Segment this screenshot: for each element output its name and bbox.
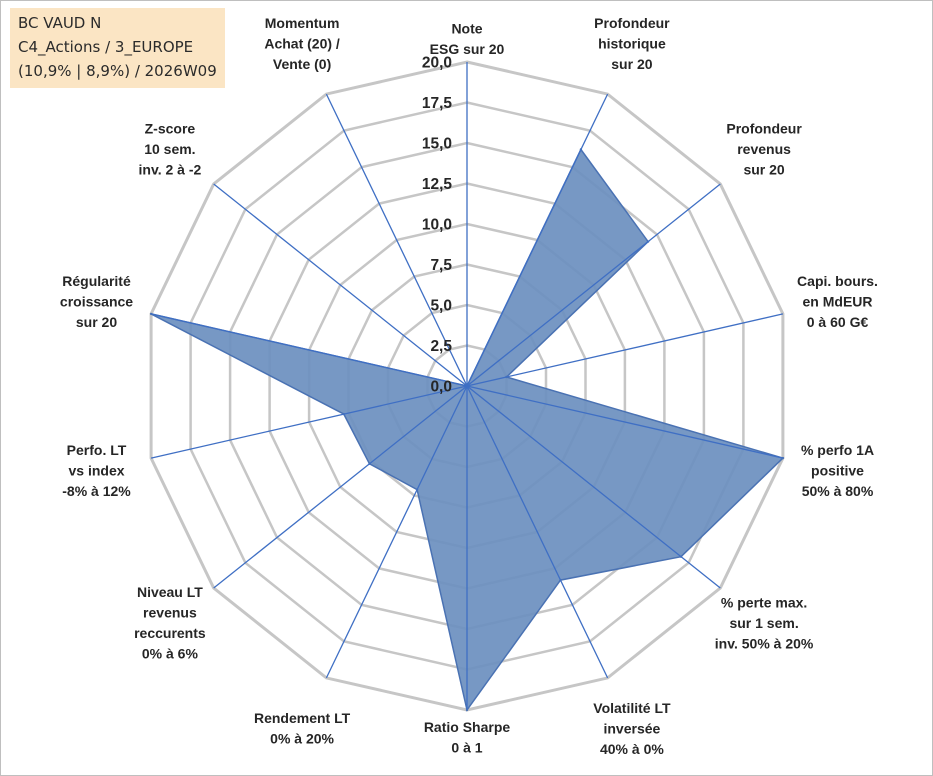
axis-label-line: Perfo. LT bbox=[67, 442, 127, 458]
tick-label-7: 17,5 bbox=[422, 95, 453, 112]
axis-label-line: Z-score bbox=[145, 121, 196, 137]
axis-label-8: Rendement LT 0% à 20% bbox=[254, 710, 351, 747]
axis-label-10: Perfo. LT vs index -8% à 12% bbox=[62, 442, 131, 499]
axis-label-line: croissance bbox=[60, 293, 133, 309]
axis-label-line: inv. 2 à -2 bbox=[139, 162, 202, 178]
axis-spoke-1 bbox=[466, 93, 609, 387]
axis-spoke-9 bbox=[213, 385, 468, 589]
axis-label-11: Régularité croissance sur 20 bbox=[60, 273, 133, 330]
axis-label-line: Profondeur bbox=[726, 121, 802, 137]
axis-label-line: Momentum bbox=[265, 15, 340, 31]
axis-label-line: % perfo 1A bbox=[801, 442, 874, 458]
axis-label-line: vs index bbox=[68, 463, 124, 479]
tick-label-8: 20,0 bbox=[422, 55, 452, 72]
tick-label-5: 12,5 bbox=[422, 176, 453, 193]
axis-spoke-11 bbox=[150, 313, 468, 387]
axis-label-4: % perfo 1A positive 50% à 80% bbox=[801, 442, 874, 499]
axis-label-0: Note ESG sur 20 bbox=[430, 21, 505, 58]
axis-labels: Note ESG sur 20 Profondeur historique sur 20… bbox=[60, 15, 878, 757]
tick-label-3: 7,5 bbox=[430, 257, 452, 274]
info-box: BC VAUD N C4_Actions / 3_EUROPE (10,9% |… bbox=[10, 8, 225, 88]
axis-label-line: Régularité bbox=[62, 273, 131, 289]
axis-spoke-5 bbox=[466, 385, 721, 589]
axis-label-1: Profondeur historique sur 20 bbox=[594, 15, 670, 72]
axis-label-line: inversée bbox=[603, 720, 660, 736]
axis-label-2: Profondeur revenus sur 20 bbox=[726, 121, 802, 178]
axis-spoke-2 bbox=[466, 183, 721, 387]
axis-spoke-4 bbox=[466, 385, 784, 459]
axis-label-line: 50% à 80% bbox=[802, 483, 874, 499]
axis-label-line: historique bbox=[598, 36, 666, 52]
axis-label-line: sur 20 bbox=[743, 162, 784, 178]
axis-spoke-3 bbox=[466, 313, 784, 387]
axis-label-line: Niveau LT bbox=[137, 584, 203, 600]
axis-spoke-13 bbox=[325, 93, 468, 387]
axis-label-line: 0 à 60 G€ bbox=[807, 314, 869, 330]
axis-label-12: Z-score 10 sem. inv. 2 à -2 bbox=[139, 121, 202, 178]
axis-label-line: 10 sem. bbox=[144, 141, 195, 157]
axis-label-line: sur 20 bbox=[76, 314, 117, 330]
axis-label-line: 0% à 6% bbox=[142, 646, 199, 662]
axis-label-13: Momentum Achat (20) / Vente (0) bbox=[264, 15, 340, 72]
axis-label-line: % perte max. bbox=[721, 594, 807, 610]
axis-label-line: Ratio Sharpe bbox=[424, 719, 511, 735]
axis-label-5: % perte max. sur 1 sem. inv. 50% à 20% bbox=[715, 594, 814, 651]
axis-label-line: ESG sur 20 bbox=[430, 41, 505, 57]
tick-label-4: 10,0 bbox=[422, 217, 452, 234]
fund-name: BC VAUD N bbox=[18, 14, 102, 32]
axis-label-line: sur 20 bbox=[611, 56, 652, 72]
axis-label-line: revenus bbox=[737, 141, 791, 157]
axis-spokes bbox=[150, 62, 784, 710]
axis-label-line: 40% à 0% bbox=[600, 741, 664, 757]
axis-label-line: Profondeur bbox=[594, 15, 670, 31]
fund-category: C4_Actions / 3_EUROPE bbox=[18, 38, 194, 56]
tick-labels: 0,0 2,5 5,0 7,5 10,0 12,5 15,0 17,5 20,0 bbox=[422, 55, 453, 396]
axis-label-line: Rendement LT bbox=[254, 710, 351, 726]
axis-spoke-8 bbox=[325, 385, 468, 679]
axis-label-3: Capi. bours. en MdEUR 0 à 60 G€ bbox=[797, 273, 878, 330]
tick-label-1: 2,5 bbox=[430, 338, 452, 355]
axis-spoke-6 bbox=[466, 385, 609, 679]
axis-label-line: 0 à 1 bbox=[451, 740, 482, 756]
axis-label-line: 0% à 20% bbox=[270, 731, 334, 747]
axis-label-line: en MdEUR bbox=[803, 293, 873, 309]
axis-label-line: Volatilité LT bbox=[593, 700, 671, 716]
axis-spoke-12 bbox=[213, 183, 468, 387]
axis-spoke-10 bbox=[150, 385, 468, 459]
axis-label-line: sur 1 sem. bbox=[729, 615, 798, 631]
axis-label-9: Niveau LT revenus reccurents 0% à 6% bbox=[134, 584, 206, 662]
tick-label-2: 5,0 bbox=[430, 298, 452, 315]
axis-label-line: Achat (20) / bbox=[264, 36, 340, 52]
axis-label-line: positive bbox=[811, 463, 864, 479]
tick-label-0: 0,0 bbox=[430, 379, 452, 396]
axis-label-line: reccurents bbox=[134, 625, 206, 641]
axis-label-line: -8% à 12% bbox=[62, 483, 131, 499]
tick-label-6: 15,0 bbox=[422, 136, 452, 153]
axis-label-line: Capi. bours. bbox=[797, 273, 878, 289]
axis-label-7: Ratio Sharpe 0 à 1 bbox=[424, 719, 511, 756]
axis-label-6: Volatilité LT inversée 40% à 0% bbox=[593, 700, 671, 757]
axis-label-line: revenus bbox=[143, 605, 197, 621]
axis-label-line: Note bbox=[451, 21, 482, 37]
fund-period: (10,9% | 8,9%) / 2026W09 bbox=[18, 62, 217, 80]
axis-label-line: inv. 50% à 20% bbox=[715, 635, 814, 651]
axis-label-line: Vente (0) bbox=[273, 56, 331, 72]
